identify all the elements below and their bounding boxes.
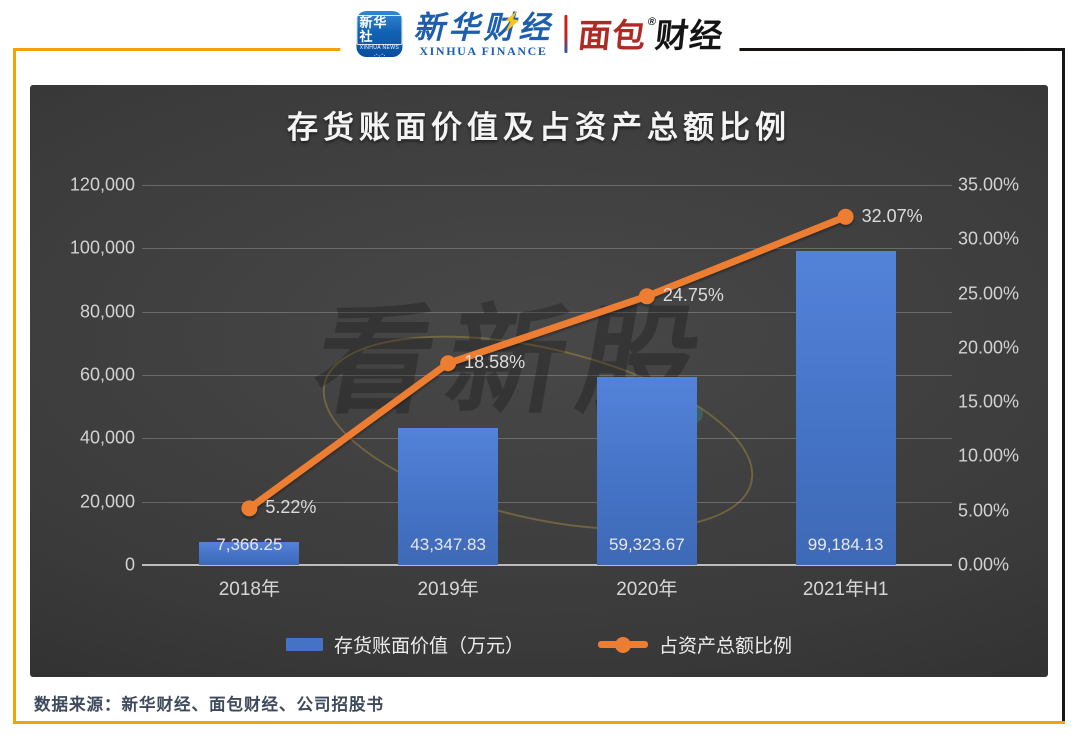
y-axis-tick: 0 — [124, 554, 135, 575]
line-marker-icon — [837, 208, 854, 225]
y-axis-tick: 20,000 — [79, 491, 135, 512]
line-series-dot-icon — [615, 636, 631, 653]
xinhua-finance-cn: 新华财经 — [413, 9, 554, 45]
y2-axis-tick: 20.00% — [958, 337, 1020, 358]
y-axis-tick: 60,000 — [79, 364, 135, 385]
mianbao-red-text: 面包 — [576, 16, 649, 54]
xinhua-finance-en: XINHUA FINANCE — [419, 43, 548, 58]
point-value-label: 18.58% — [464, 352, 526, 373]
y2-axis-tick: 10.00% — [958, 445, 1020, 466]
line-series-swatch — [598, 636, 648, 653]
xinhua-news-subtitle: XINHUA NEWS — [359, 45, 400, 51]
x-axis-label: 2018年 — [218, 579, 281, 600]
mianbao-black-text: 财经 — [653, 16, 726, 54]
legend-item-bar: 存货账面价值（万元） — [285, 631, 524, 658]
y-axis-tick: 40,000 — [79, 427, 135, 448]
network-globe-icon — [373, 53, 386, 57]
legend-item-line: 占资产总额比例 — [598, 631, 792, 658]
gridline — [142, 185, 952, 186]
bar-value-label: 7,366.25 — [216, 535, 283, 554]
xinhua-news-logo: 新华社 XINHUA NEWS — [356, 11, 403, 57]
data-source: 数据来源：新华财经、面包财经、公司招股书 — [34, 695, 384, 714]
mianbao-finance-logo: 面包®财经 — [576, 16, 726, 54]
xinhua-news-title: 新华社 — [356, 15, 403, 45]
bar-2021h1 — [795, 250, 896, 565]
xinhua-finance-logo: 新华财经 XINHUA FINANCE — [413, 9, 554, 58]
bar-value-label: 43,347.83 — [410, 535, 486, 554]
line-series-label: 占资产总额比例 — [659, 636, 793, 657]
y2-axis-tick: 25.00% — [958, 283, 1020, 304]
point-value-label: 5.22% — [265, 497, 317, 518]
point-value-label: 24.75% — [662, 285, 724, 306]
frame-border-left — [13, 48, 16, 724]
y-axis-tick: 80,000 — [79, 301, 135, 322]
bar-series-swatch — [285, 638, 323, 651]
gridline — [142, 248, 952, 250]
logo-separator — [564, 15, 568, 53]
y2-axis-tick: 5.00% — [958, 500, 1010, 521]
x-axis-label: 2021年H1 — [802, 579, 889, 600]
x-axis-label: 2020年 — [616, 579, 678, 600]
x-axis-label: 2019年 — [417, 579, 479, 600]
line-marker-icon — [241, 500, 258, 517]
point-value-label: 32.07% — [861, 205, 923, 226]
bar-value-label: 99,184.13 — [807, 535, 884, 554]
y2-axis-tick: 30.00% — [958, 228, 1020, 249]
bar-series-label: 存货账面价值（万元） — [333, 636, 524, 657]
frame-border-bottom — [13, 721, 1065, 724]
legend: 存货账面价值（万元） 占资产总额比例 — [30, 631, 1048, 658]
y2-axis-tick: 0.00% — [958, 554, 1010, 575]
header-logo-strip: 新华社 XINHUA NEWS 新华财经 XINHUA FINANCE 面包®财… — [340, 4, 740, 64]
y2-axis-tick: 35.00% — [958, 174, 1020, 195]
chart-panel: 存货账面价值及占资产总额比例 看新股 120,000 100,000 80,000 6… — [30, 85, 1048, 677]
y-axis-tick: 120,000 — [69, 174, 135, 195]
lightning-icon — [505, 10, 519, 33]
chart-title: 存货账面价值及占资产总额比例 — [287, 110, 791, 145]
y2-axis-tick: 15.00% — [958, 391, 1020, 412]
x-axis-line — [142, 564, 952, 566]
frame-border-right — [1062, 48, 1065, 724]
bar-2018 — [199, 541, 300, 565]
y-axis-tick: 100,000 — [69, 237, 135, 258]
bar-value-label: 59,323.67 — [609, 535, 685, 554]
